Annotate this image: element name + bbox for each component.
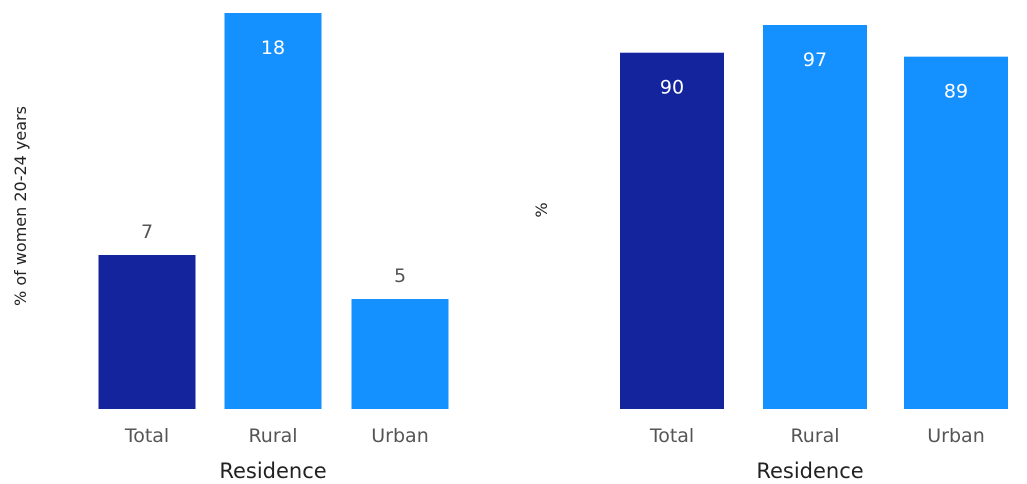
x-tick-urban: Urban bbox=[371, 425, 428, 447]
bar-total bbox=[620, 52, 724, 410]
x-axis-label: Residence bbox=[756, 459, 863, 483]
x-axis-label: Residence bbox=[219, 459, 326, 483]
y-axis-label: % of women 20-24 years bbox=[11, 106, 30, 306]
chart-child-marriage: % of women 20-24 years Residence 7 Total 1… bbox=[11, 13, 449, 483]
x-tick-rural: Rural bbox=[790, 425, 839, 447]
bar-rural bbox=[763, 25, 867, 409]
bar-total bbox=[98, 255, 196, 409]
data-label-rural: 97 bbox=[803, 49, 827, 71]
data-label-total: 90 bbox=[660, 77, 684, 99]
data-label-total: 7 bbox=[141, 221, 153, 243]
chart-percent: % Residence 90 Total 97 Rural 89 Urban bbox=[532, 25, 1008, 483]
x-tick-total: Total bbox=[124, 425, 169, 447]
data-label-rural: 18 bbox=[261, 37, 285, 59]
data-label-urban: 89 bbox=[944, 81, 968, 103]
bar-urban bbox=[904, 56, 1008, 409]
y-axis-label: % bbox=[532, 202, 551, 217]
x-tick-urban: Urban bbox=[927, 425, 984, 447]
bar-rural bbox=[224, 13, 322, 409]
x-tick-total: Total bbox=[649, 425, 694, 447]
data-label-urban: 5 bbox=[394, 265, 406, 287]
x-tick-rural: Rural bbox=[248, 425, 297, 447]
bar-urban bbox=[351, 299, 449, 409]
